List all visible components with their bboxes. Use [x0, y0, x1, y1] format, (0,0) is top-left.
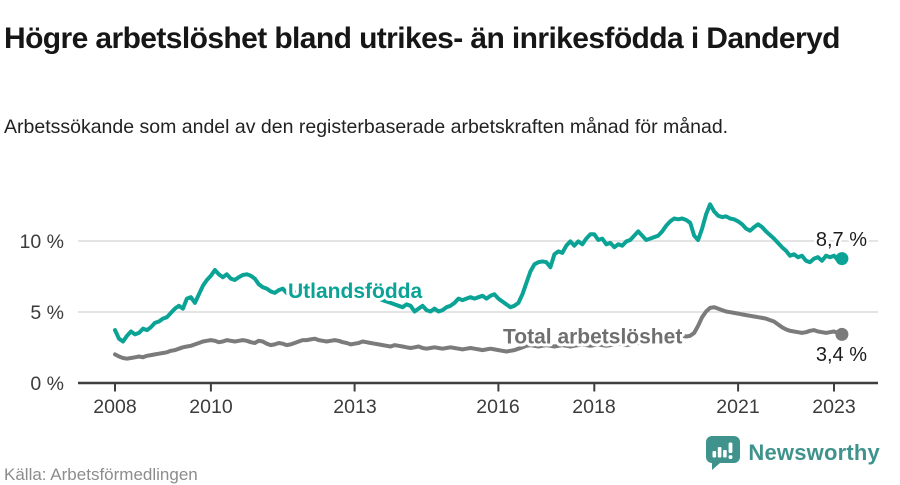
- y-tick-label-10: 10 %: [20, 231, 64, 253]
- x-tick-label-2013: 2013: [333, 396, 376, 418]
- page-title: Högre arbetslöshet bland utrikes- än inr…: [4, 22, 840, 56]
- newsworthy-logo[interactable]: Newsworthy: [706, 436, 880, 470]
- x-tick-label-2008: 2008: [93, 396, 136, 418]
- x-tick-label-2018: 2018: [572, 396, 615, 418]
- y-tick-label-5: 5 %: [30, 302, 64, 324]
- end-value-labels: 8,7 % 3,4 %: [813, 227, 869, 369]
- newsworthy-logo-text: Newsworthy: [748, 440, 880, 465]
- series-line-utlandsfodda: [113, 202, 844, 344]
- x-tick-label-2021: 2021: [716, 396, 759, 418]
- series-label-total: Total arbetslöshet: [503, 326, 682, 349]
- x-tick-label-2023: 2023: [812, 396, 855, 418]
- end-value-utlandsfodda: 8,7 %: [816, 229, 867, 251]
- y-tick-label-0: 0 %: [30, 373, 64, 395]
- series-end-dot-total: [835, 327, 849, 341]
- source-credit: Källa: Arbetsförmedlingen: [4, 465, 198, 484]
- y-axis-labels: 10 % 5 % 0 %: [20, 231, 64, 395]
- series-lines: [113, 202, 849, 361]
- x-tick-label-2010: 2010: [189, 396, 233, 418]
- series-end-dot-utlandsfodda: [835, 252, 849, 266]
- end-value-total: 3,4 %: [816, 344, 867, 366]
- gridlines: [78, 240, 878, 313]
- newsworthy-bubble-icon: [706, 436, 741, 470]
- series-label-utlandsfodda: Utlandsfödda: [288, 280, 422, 303]
- x-tick-label-2016: 2016: [476, 396, 519, 418]
- chart-subtitle: Arbetssökande som andel av den registerb…: [4, 115, 729, 138]
- x-axis-ticks: [114, 383, 835, 392]
- series-inline-labels: Utlandsfödda Total arbetslöshet: [285, 277, 685, 352]
- unemployment-line-chart: 10 % 5 % 0 % 2008 2010 2013 2016 2018 20…: [20, 202, 878, 418]
- series-line-total: [113, 305, 844, 361]
- x-axis-labels: 2008 2010 2013 2016 2018 2021 2023: [93, 396, 855, 418]
